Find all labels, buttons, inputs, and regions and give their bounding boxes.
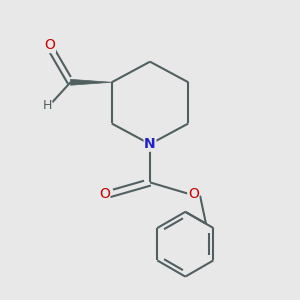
- Polygon shape: [70, 79, 112, 85]
- Text: O: O: [188, 187, 199, 201]
- Text: O: O: [44, 38, 55, 52]
- Text: O: O: [99, 187, 110, 201]
- Text: H: H: [42, 99, 52, 112]
- Text: N: N: [144, 137, 156, 151]
